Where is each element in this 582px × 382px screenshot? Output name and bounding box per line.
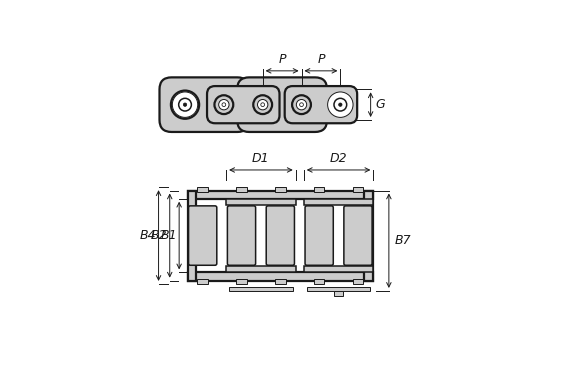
FancyBboxPatch shape [237,78,327,132]
FancyBboxPatch shape [305,206,333,265]
Circle shape [172,92,198,117]
Circle shape [179,98,191,111]
Circle shape [327,91,354,119]
Bar [236,279,247,284]
Bar [275,187,286,192]
Circle shape [292,95,311,114]
FancyBboxPatch shape [207,86,279,123]
Circle shape [257,99,268,110]
Bar [188,191,372,199]
Bar [314,279,324,284]
Text: B1: B1 [160,229,177,242]
Text: B7: B7 [394,234,411,247]
Bar [229,287,293,291]
Text: P: P [317,53,325,66]
Bar [236,187,247,192]
Circle shape [214,95,233,114]
Circle shape [183,103,187,106]
FancyBboxPatch shape [344,206,372,265]
Bar [304,266,373,272]
Circle shape [253,95,272,114]
Circle shape [300,103,303,107]
Bar [226,199,296,205]
FancyBboxPatch shape [189,206,217,265]
Circle shape [339,103,342,106]
Circle shape [219,99,229,110]
Text: D1: D1 [252,152,269,165]
Text: B4: B4 [140,229,156,242]
FancyBboxPatch shape [159,78,250,132]
FancyBboxPatch shape [266,206,294,265]
Circle shape [222,103,226,107]
Circle shape [334,98,347,111]
Bar [353,187,363,192]
Bar [304,199,373,205]
Bar [364,191,372,280]
Bar [307,287,370,291]
Bar [335,291,343,296]
FancyBboxPatch shape [285,86,357,123]
Text: D2: D2 [330,152,347,165]
Bar [197,187,208,192]
Bar [275,279,286,284]
Circle shape [261,103,265,107]
Bar [226,266,296,272]
Circle shape [328,92,353,117]
Text: B2: B2 [151,229,168,242]
Bar [188,191,196,280]
Bar [314,187,324,192]
Bar [188,272,372,280]
Bar [197,279,208,284]
FancyBboxPatch shape [228,206,255,265]
Text: P: P [278,53,286,66]
Text: G: G [376,98,385,111]
Circle shape [171,91,199,119]
Bar [353,279,363,284]
Circle shape [296,99,307,110]
